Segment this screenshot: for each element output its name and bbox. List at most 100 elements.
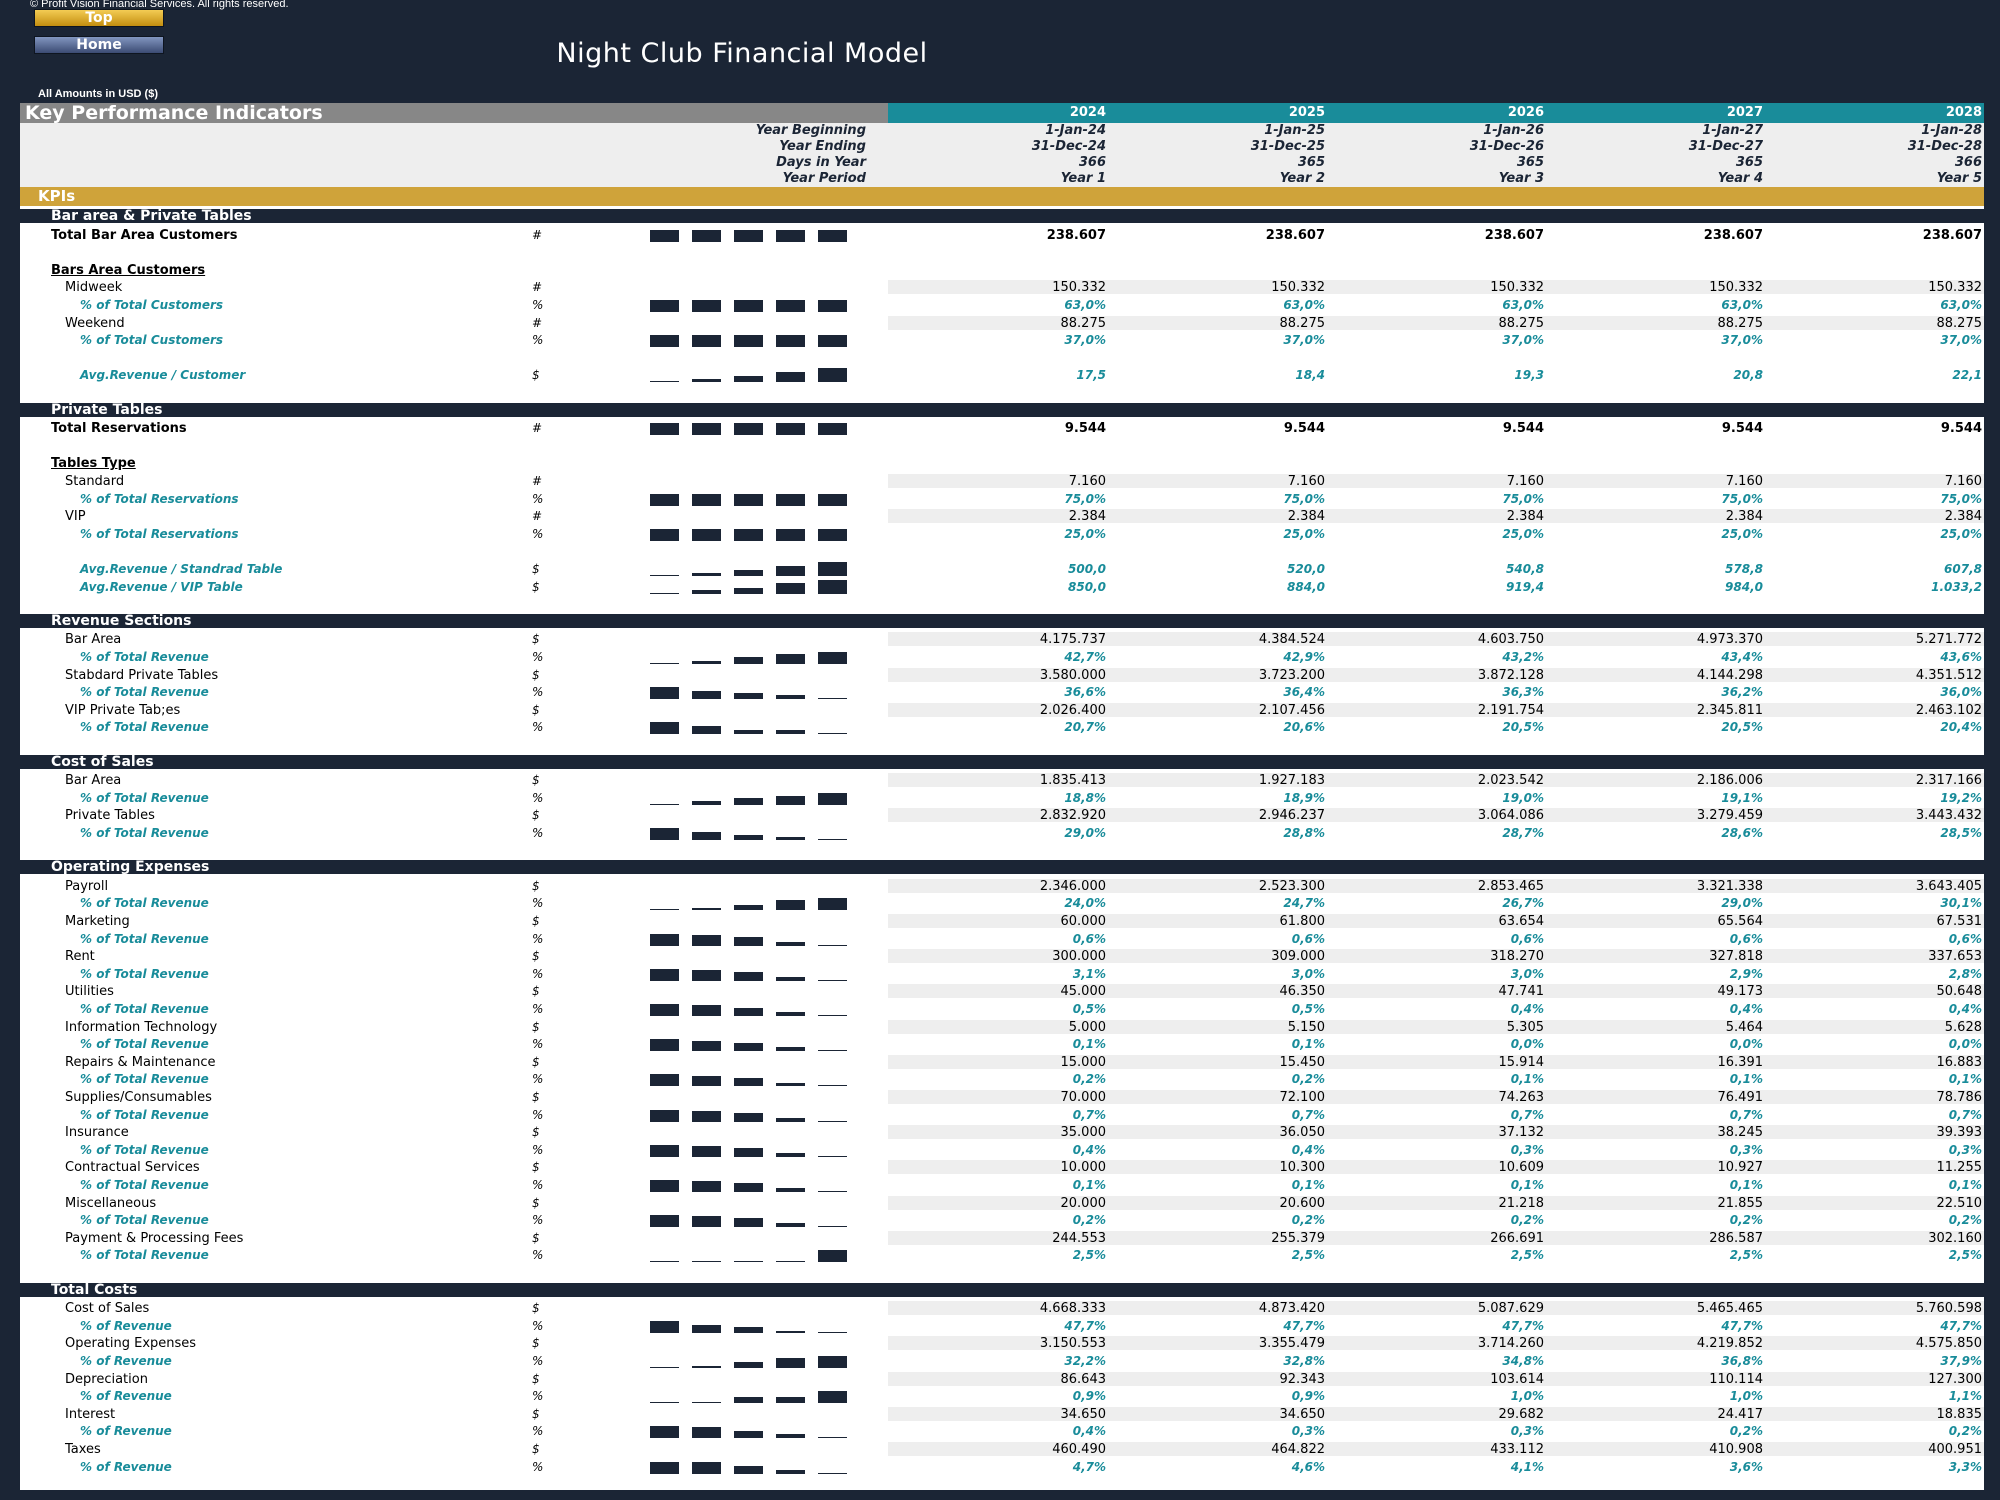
value-cell: 37,0% [1940,333,1982,348]
home-button[interactable]: Home [34,36,164,54]
value-cell: 318.270 [1490,949,1544,965]
value-cell: 3,0% [1510,966,1544,981]
value-cell: 238.607 [1703,227,1763,243]
value-cell: 460.490 [1052,1442,1106,1457]
row-label: Bar Area [65,632,122,648]
value-cell: 0,0% [1948,1037,1982,1052]
kpi-row: % of Total Revenue% 0,2% 0,2% 0,2% 0,2% 0,2% [20,1212,1984,1229]
value-cell: 300.000 [1052,949,1106,965]
value-cell: 37,0% [1064,333,1106,348]
page-title: Night Club Financial Model [556,38,928,69]
value-cell: 36,8% [1721,1354,1763,1368]
value-cell: 1.033,2 [1931,579,1982,594]
value-cell: 2,9% [1729,966,1763,981]
value-cell: 0,7% [1291,1107,1325,1122]
unit-symbol: $ [532,773,540,788]
value-cell: 0,7% [1072,1107,1106,1122]
value-cell: 0,1% [1729,1178,1763,1192]
value-cell: 16.883 [1936,1054,1983,1070]
value-cell: 1.835.413 [1039,773,1106,789]
value-cell: 36,2% [1721,685,1763,700]
value-background [888,280,1984,295]
unit-symbol: % [532,333,544,348]
row-label: Stabdard Private Tables [65,667,219,683]
kpi-row: % of Total Revenue% 18,8% 18,9% 19,0% 19,1% 1… [20,790,1984,807]
value-cell: 0,7% [1948,1107,1982,1122]
trend-bar [776,941,805,946]
trend-bar [734,335,763,348]
value-cell: 5.760.598 [1915,1301,1982,1317]
value-cell: 67.531 [1936,914,1983,929]
trend-bar [650,1004,679,1016]
trend-bar [650,1367,679,1368]
value-cell: 20,6% [1283,720,1325,735]
trend-bar [692,935,721,946]
trend-bar [734,1261,763,1263]
value-cell: 520,0 [1287,562,1325,576]
section-header: Bar area & Private Tables [20,209,1984,223]
row-label: Private Tables [65,808,155,824]
trend-bar [650,1180,679,1192]
trend-bar [650,300,679,312]
value-cell: 42,9% [1283,650,1325,664]
trend-bar [650,1461,679,1474]
kpi-row: % of Total Revenue% 0,5% 0,5% 0,4% 0,4% 0,4% [20,1001,1984,1018]
value-cell: 37,9% [1940,1354,1982,1368]
trend-bar [734,229,763,242]
unit-symbol: % [532,1178,544,1192]
value-cell: 15.914 [1498,1054,1545,1070]
kpi-row: % of Revenue% 32,2% 32,8% 34,8% 36,8% 37,9% [20,1353,1984,1370]
trend-bar [734,1113,763,1122]
year-header-row: 2024 2025 2026 2027 2028 [888,103,1984,123]
kpi-row: Bar Area $1.835.413 1.927.183 2.023.542 2.18… [20,772,1984,789]
percent-label: % of Total Revenue [80,1213,209,1228]
value-cell: 20,5% [1721,720,1763,735]
value-cell: 309.000 [1271,949,1325,965]
trend-sparkline [650,1247,870,1264]
value-cell: 50.648 [1936,984,1983,1000]
unit-symbol: # [532,509,543,524]
trend-bar [650,1261,679,1263]
value-cell: 46.350 [1279,984,1326,1000]
value-cell: 9.544 [1721,421,1763,437]
trend-bar [650,933,679,946]
trend-bar [734,1148,763,1157]
value-cell: 88.275 [1936,315,1983,331]
trend-bar [650,1402,679,1404]
trend-bar [650,1144,679,1157]
kpi-row: Tables Type [20,455,1984,472]
top-button[interactable]: Top [34,9,164,27]
row-label: VIP [65,509,86,525]
value-cell: 3,1% [1072,966,1106,981]
percent-label: % of Total Revenue [80,1002,209,1016]
value-cell: 7.160 [1068,474,1106,489]
value-cell: 10.300 [1279,1160,1326,1176]
value-cell: 110.114 [1709,1371,1763,1387]
value-background [888,1195,1984,1210]
trend-bar [692,908,721,911]
trend-bar [818,335,847,348]
row-label: Insurance [65,1125,129,1141]
trend-bar [776,229,805,242]
period-label: Year Period [782,171,866,186]
value-cell: 37,0% [1502,333,1544,348]
value-cell: 18,4 [1295,368,1325,383]
value-cell: 255.379 [1271,1230,1325,1246]
unit-symbol: # [532,227,543,242]
unit-symbol: $ [532,1230,540,1245]
value-background [888,1054,1984,1069]
trend-bar [692,801,721,805]
value-cell: 2,5% [1291,1248,1325,1263]
value-cell: 1,0% [1510,1389,1544,1404]
value-cell: 3.443.432 [1915,808,1982,824]
kpi-row: Payroll $2.346.000 2.523.300 2.853.465 3.321… [20,878,1984,895]
value-cell: 2,5% [1072,1248,1106,1263]
value-background [888,773,1984,788]
value-cell: 37,0% [1283,333,1325,348]
period-value: 1-Jan-25 [1264,123,1325,138]
kpi-row: Bar Area $4.175.737 4.384.524 4.603.750 4.97… [20,631,1984,648]
period-value: 366 [1078,155,1106,170]
value-cell: 29,0% [1064,826,1106,840]
kpi-row: % of Total Revenue% 42,7% 42,9% 43,2% 43,4% 4… [20,649,1984,666]
trend-bar [734,376,763,383]
